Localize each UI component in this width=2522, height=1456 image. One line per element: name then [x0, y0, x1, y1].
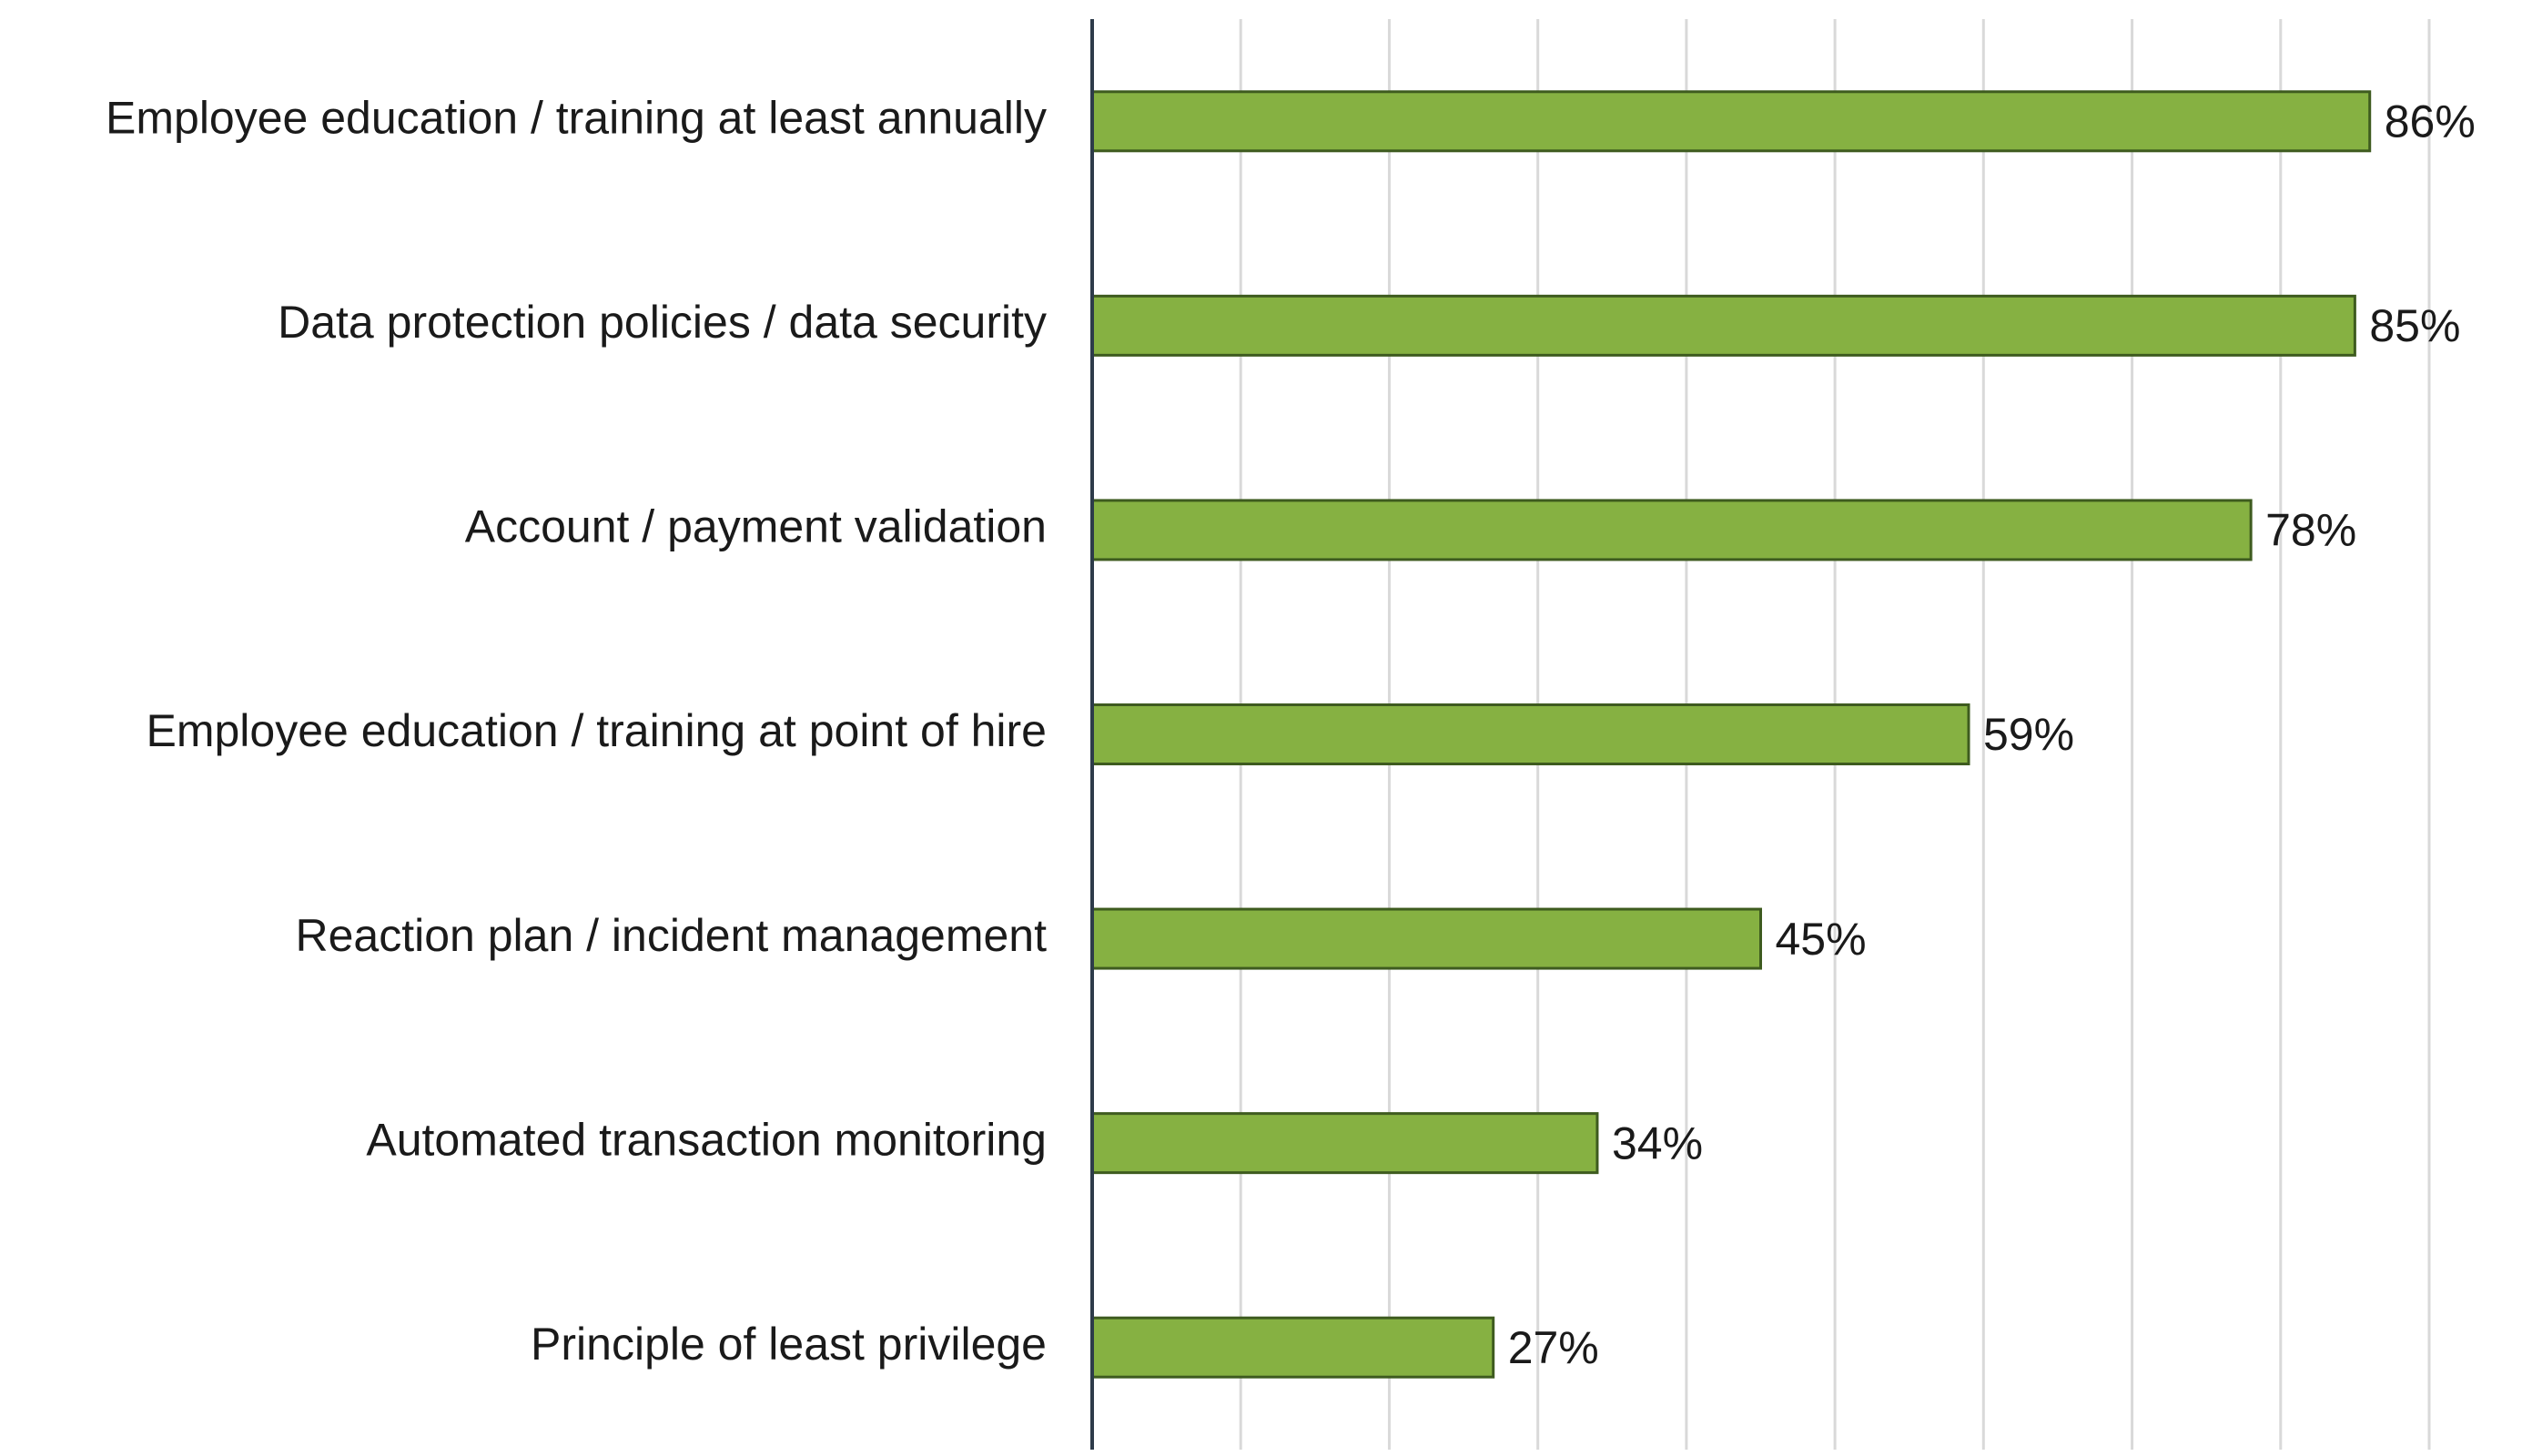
bar: [1090, 1112, 1599, 1175]
y-tick-label: Account / payment validation: [465, 501, 1047, 552]
data-label: 45%: [1776, 914, 1867, 965]
data-label: 85%: [2369, 300, 2460, 351]
y-tick-label: Reaction plan / incident management: [295, 910, 1047, 961]
data-label: 78%: [2265, 505, 2356, 556]
bar: [1090, 703, 1970, 765]
bar: [1090, 1316, 1495, 1379]
bar: [1090, 907, 1762, 970]
y-tick-label: Employee education / training at point o…: [146, 705, 1047, 756]
bar: [1090, 90, 2372, 153]
data-label: 86%: [2385, 96, 2476, 147]
bar: [1090, 294, 2356, 357]
data-label: 34%: [1612, 1117, 1703, 1168]
y-tick-label: Employee education / training at least a…: [106, 92, 1047, 143]
y-tick-label: Data protection policies / data security: [278, 297, 1047, 348]
y-tick-label: Automated transaction monitoring: [366, 1114, 1047, 1165]
bar: [1090, 499, 2253, 561]
data-label: 59%: [1983, 709, 2074, 760]
y-tick-label: Principle of least privilege: [531, 1319, 1047, 1370]
data-label: 27%: [1508, 1322, 1599, 1373]
